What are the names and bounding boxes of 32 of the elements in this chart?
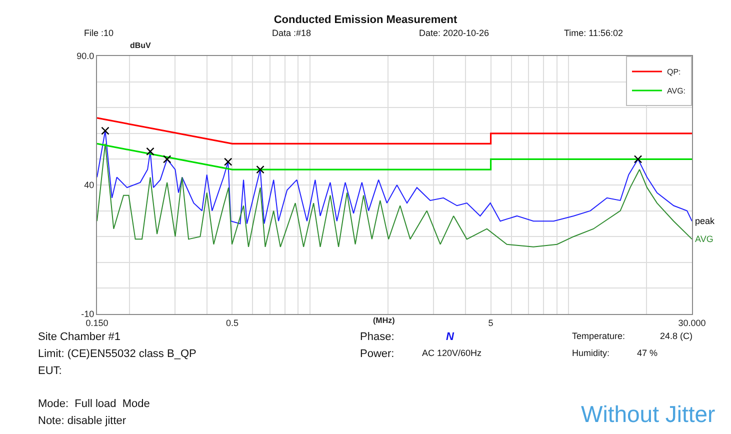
chart-title: Conducted Emission Measurement: [274, 14, 458, 26]
text: Site Chamber #1: [38, 331, 121, 343]
text: Without Jitter: [581, 401, 716, 427]
text: Mode: Full load Mode: [38, 398, 150, 410]
text: 24.8 (C): [660, 331, 693, 341]
y-tick-label: 40: [84, 180, 94, 190]
text: Humidity:: [572, 348, 610, 358]
x-tick-label: 5: [488, 318, 494, 328]
text: Power:: [360, 348, 394, 360]
text: Time: 11:56:02: [564, 28, 624, 38]
x-tick-label: 30.000: [678, 318, 706, 328]
text: Note: disable jitter: [38, 415, 126, 427]
y-tick-label: -10: [81, 309, 94, 320]
text: Phase:: [360, 331, 394, 343]
text: AC 120V/60Hz: [422, 348, 482, 358]
text: Limit: (CE)EN55032 class B_QP: [38, 348, 196, 360]
text: EUT:: [38, 365, 62, 377]
legend-label: QP:: [667, 68, 681, 77]
x-tick-label: 0.5: [226, 318, 238, 328]
series-label: peak: [695, 216, 716, 226]
text: File :10: [84, 28, 114, 38]
x-axis-title: (MHz): [373, 316, 396, 325]
series-label: AVG: [695, 234, 714, 244]
text: Data :#18: [272, 28, 312, 38]
text: 47 %: [637, 348, 658, 358]
text: N: [446, 331, 455, 343]
text: Temperature:: [572, 331, 626, 341]
legend-label: AVG:: [667, 86, 686, 96]
y-tick-label: 90.0: [76, 51, 94, 62]
text: Date: 2020-10-26: [419, 28, 490, 38]
y-axis-title: dBuV: [130, 41, 152, 50]
x-tick-label: 0.150: [86, 318, 108, 328]
